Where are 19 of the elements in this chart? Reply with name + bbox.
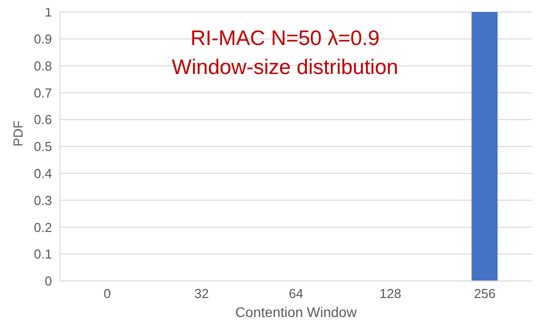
x-tick-label: 0 [104, 286, 111, 302]
y-tick-label: 1 [44, 4, 52, 20]
y-tick-label: 0.2 [34, 220, 52, 235]
y-tick-label: 0.7 [34, 85, 52, 100]
y-axis-title: PDF [10, 120, 26, 146]
y-tick-label: 0.9 [34, 32, 52, 47]
x-axis-title: Contention Window [235, 304, 358, 320]
y-tick-label: 0.8 [34, 58, 52, 74]
y-tick-label: 0.5 [34, 139, 52, 154]
text: RI-MAC N=50 λ=0.9 Window-size distribution [172, 27, 398, 79]
x-tick-label: 64 [288, 286, 304, 302]
x-tick-label: 32 [194, 286, 209, 302]
y-tick-label: 0.1 [34, 246, 52, 262]
y-tick-label: 0.4 [34, 166, 52, 182]
y-tick-label: 0.3 [34, 192, 52, 208]
y-tick-label: 0 [44, 274, 52, 289]
x-tick-label: 256 [474, 286, 496, 302]
y-tick-label: 0.6 [34, 112, 52, 128]
x-tick-label: 128 [380, 286, 402, 302]
